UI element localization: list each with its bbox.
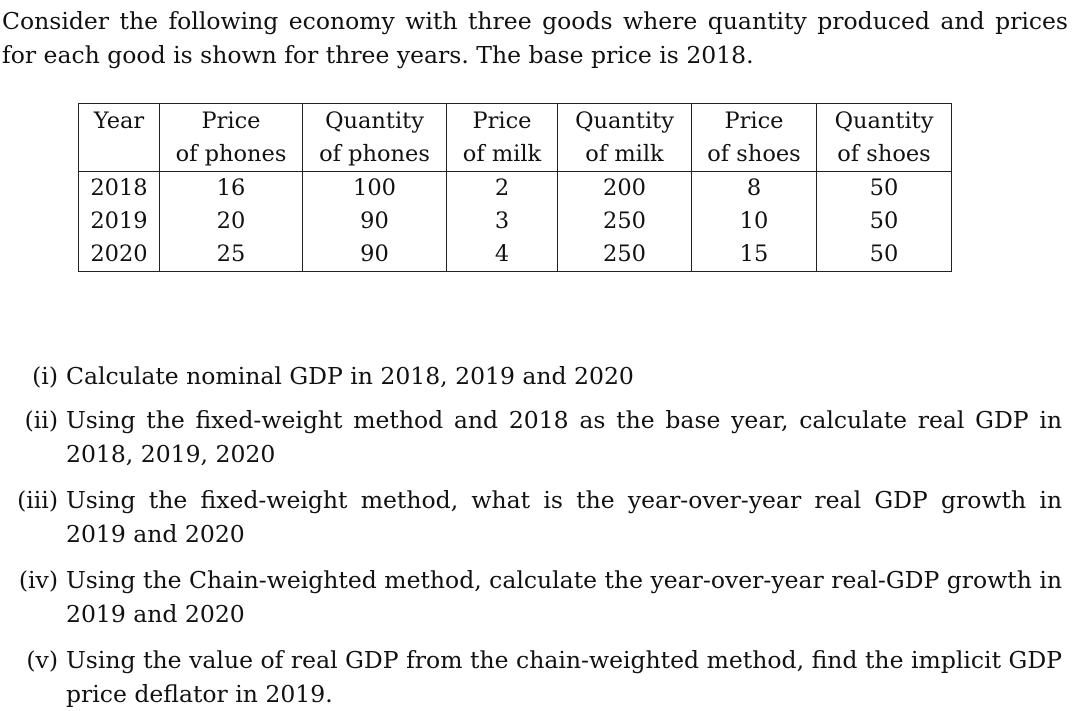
question-item-v: (v) Using the value of real GDP from the…	[0, 643, 1062, 711]
header-price-milk: Price of milk	[446, 103, 558, 172]
header-price-phones: Price of phones	[175, 108, 287, 167]
cell-price-milk: 3	[446, 205, 558, 238]
header-quantity-milk: Quantity of milk	[557, 103, 692, 172]
header-quantity-shoes: Quantity of shoes	[816, 103, 952, 172]
cell-quantity-shoes: 50	[816, 171, 952, 205]
question-item-ii: (ii) Using the fixed-weight method and 2…	[0, 403, 1062, 471]
cell-quantity-phones: 90	[302, 205, 447, 238]
cell-price-phones: 16	[216, 175, 246, 201]
cell-quantity-milk: 250	[557, 205, 692, 238]
cell-price-phones: 25	[216, 241, 246, 267]
table-row: 2018 16 100 2 200 8 50	[78, 171, 952, 205]
table-header-row: Year Price of phones Quantity of phones …	[78, 103, 952, 172]
header-year: Year	[78, 103, 160, 172]
question-number: (iv)	[18, 566, 58, 594]
problem-intro: Consider the following economy with thre…	[2, 7, 1068, 69]
cell-year: 2018	[78, 171, 160, 205]
cell-price-milk: 4	[446, 238, 558, 272]
question-number: (v)	[26, 646, 58, 674]
cell-quantity-phones: 100	[302, 171, 447, 205]
question-item-iv: (iv) Using the Chain-weighted method, ca…	[0, 563, 1062, 631]
question-item-iii: (iii) Using the fixed-weight method, wha…	[0, 483, 1062, 551]
question-text: Calculate nominal GDP in 2018, 2019 and …	[66, 362, 634, 390]
cell-price-phones: 20	[216, 208, 246, 234]
cell-year: 2019	[78, 205, 160, 238]
header-quantity-phones: Quantity of phones	[302, 103, 447, 172]
cell-price-shoes: 10	[691, 205, 817, 238]
question-number: (ii)	[24, 406, 58, 434]
cell-year: 2020	[78, 238, 160, 272]
cell-price-shoes: 8	[691, 171, 817, 205]
header-price-shoes: Price of shoes	[691, 103, 817, 172]
question-text: Using the value of real GDP from the cha…	[66, 646, 1062, 708]
cell-quantity-milk: 250	[557, 238, 692, 272]
cell-quantity-milk: 200	[557, 171, 692, 205]
question-text: Using the fixed-weight method and 2018 a…	[66, 406, 1062, 468]
question-number: (i)	[32, 362, 58, 390]
question-number: (iii)	[17, 486, 58, 514]
cell-price-shoes: 15	[691, 238, 817, 272]
cell-quantity-phones: 90	[302, 238, 447, 272]
table-row: 2019 20 90 3 250 10 50	[78, 205, 952, 238]
question-item-i: (i) Calculate nominal GDP in 2018, 2019 …	[0, 359, 1062, 393]
economy-data-table: Year Price of phones Quantity of phones …	[78, 103, 952, 272]
cell-price-milk: 2	[446, 171, 558, 205]
cell-quantity-shoes: 50	[816, 238, 952, 272]
table-row: 2020 25 90 4 250 15 50	[78, 238, 952, 272]
question-list: (i) Calculate nominal GDP in 2018, 2019 …	[0, 359, 1062, 711]
question-text: Using the Chain-weighted method, calcula…	[66, 566, 1062, 628]
question-text: Using the fixed-weight method, what is t…	[66, 486, 1062, 548]
cell-quantity-shoes: 50	[816, 205, 952, 238]
